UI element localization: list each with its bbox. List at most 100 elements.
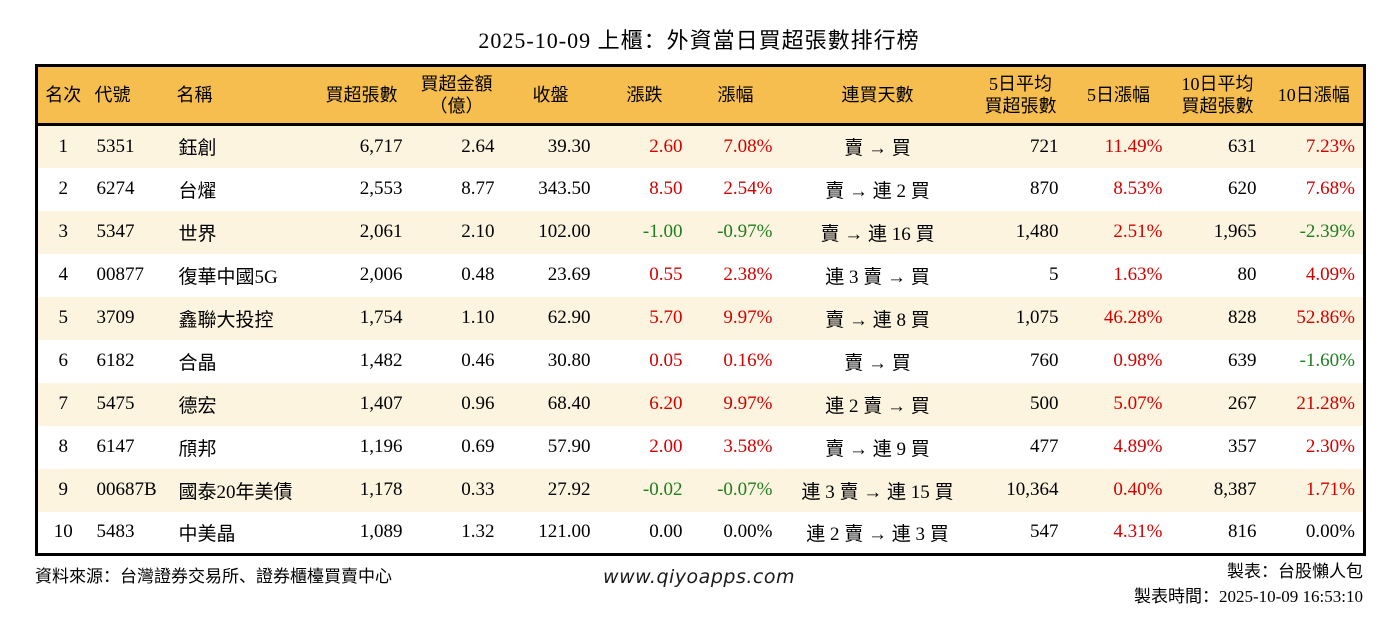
cell-net_buy: 1,754 [359,307,403,328]
table-row: 2 6274 台燿 2,553 8.77 343.50 8.50 2.54% 賣 → 連 2 買… [36,167,1365,211]
cell-amount: 0.96 [461,393,495,414]
cell-streak: 連 2 賣 → 連 3 買 [806,523,949,545]
cell-streak: 賣 → 連 9 買 [825,438,930,460]
col-header-pct5: 5日漲幅 [1066,65,1171,126]
cell-code: 6274 [96,178,135,199]
cell-avg5: 1,075 [1015,307,1059,328]
cell-change_pct: 9.97% [723,307,773,328]
cell-name: 鑫聯大投控 [178,309,274,331]
cell-rank: 2 [58,178,69,199]
cell-name: 世界 [178,223,217,245]
table-timestamp: 製表時間：2025-10-09 16:53:10 [1133,587,1363,606]
cell-avg10: 80 [1237,264,1257,285]
cell-change: 0.05 [649,350,683,371]
cell-change_pct: 0.16% [723,350,773,371]
cell-rank: 10 [53,521,73,543]
table-row: 1 5351 鈺創 6,717 2.64 39.30 2.60 7.08% 賣 → 買 721 11… [36,124,1365,168]
cell-streak: 賣 → 買 [844,138,911,160]
cell-streak: 連 3 賣 → 連 15 買 [801,481,954,503]
cell-change_pct: 2.54% [723,178,773,199]
cell-close: 102.00 [538,221,591,242]
cell-change_pct: -0.97% [717,221,773,242]
table-header-row: 名次 代號 名稱 買超張數 買超金額 （億） 收盤 漲跌 漲幅 連買天數 5日平均 買超張數 5日漲幅 1… [36,65,1365,126]
cell-change: 0.00 [649,521,683,543]
cell-change_pct: 0.00% [723,521,773,543]
cell-rank: 4 [58,264,69,285]
cell-name: 德宏 [178,395,217,417]
cell-rank: 1 [58,135,69,157]
cell-amount: 0.33 [461,479,495,500]
cell-net_buy: 1,407 [359,393,403,414]
col-header-name: 名稱 [170,65,313,126]
cell-net_buy: 2,553 [359,178,403,199]
cell-pct10: 7.68% [1305,178,1355,199]
cell-pct5: 4.89% [1113,436,1163,457]
cell-pct5: 5.07% [1113,393,1163,414]
cell-rank: 8 [58,436,69,457]
cell-avg5: 870 [1030,178,1059,199]
table-row: 7 5475 德宏 1,407 0.96 68.40 6.20 9.97% 連 2 賣 → 買 5… [36,382,1365,426]
table-row: 10 5483 中美晶 1,089 1.32 121.00 0.00 0.00% 連 2 賣 →… [36,511,1365,555]
cell-pct10: 0.00% [1305,521,1355,543]
cell-pct10: 52.86% [1296,307,1355,328]
cell-avg5: 500 [1030,393,1059,414]
cell-avg5: 760 [1030,350,1059,371]
cell-streak: 賣 → 連 8 買 [825,309,930,331]
table-row: 4 00877 復華中國5G 2,006 0.48 23.69 0.55 2.38% 連 3 賣… [36,253,1365,297]
cell-rank: 5 [58,307,69,328]
cell-rank: 6 [58,350,69,371]
cell-streak: 賣 → 連 2 買 [825,180,930,202]
page-title: 2025-10-09 上櫃：外資當日買超張數排行榜 [478,28,920,53]
cell-change: 6.20 [649,393,683,414]
cell-avg10: 631 [1228,135,1257,157]
cell-net_buy: 2,006 [359,264,403,285]
col-header-pct10: 10日漲幅 [1264,65,1365,126]
cell-amount: 2.64 [461,135,495,157]
col-header-avg10: 10日平均 買超張數 [1170,65,1265,126]
cell-change: 8.50 [649,178,683,199]
col-header-rank: 名次 [36,65,89,126]
cell-code: 00687B [96,479,157,500]
cell-code: 5475 [96,393,135,414]
cell-avg10: 620 [1228,178,1257,199]
table-row: 8 6147 頎邦 1,196 0.69 57.90 2.00 3.58% 賣 → 連 9 買 4… [36,425,1365,469]
cell-name: 國泰20年美債 [178,481,293,503]
cell-amount: 2.10 [461,221,495,242]
cell-pct10: 1.71% [1305,479,1355,500]
cell-avg10: 816 [1228,521,1257,543]
cell-avg5: 1,480 [1015,221,1059,242]
cell-name: 頎邦 [178,438,217,460]
cell-code: 3709 [96,307,135,328]
cell-avg5: 5 [1049,264,1059,285]
cell-change: 2.60 [649,135,683,157]
cell-close: 121.00 [538,521,591,543]
table-maker: 製表：台股懶人包 [1227,562,1363,581]
cell-net_buy: 1,089 [359,521,403,543]
cell-name: 鈺創 [178,138,217,160]
cell-code: 6182 [96,350,135,371]
cell-streak: 連 2 賣 → 買 [825,395,930,417]
cell-streak: 賣 → 連 16 買 [820,223,935,245]
website-url: www.qiyoapps.com [603,566,795,588]
cell-rank: 3 [58,221,69,242]
cell-change: -1.00 [642,221,683,242]
cell-amount: 0.48 [461,264,495,285]
table-row: 9 00687B 國泰20年美債 1,178 0.33 27.92 -0.02 -0.07% 連… [36,468,1365,512]
cell-pct5: 4.31% [1113,521,1163,543]
cell-close: 23.69 [547,264,591,285]
cell-code: 6147 [96,436,135,457]
cell-avg10: 1,965 [1213,221,1257,242]
table-body: 1 5351 鈺創 6,717 2.64 39.30 2.60 7.08% 賣 → 買 721 11… [36,124,1365,555]
cell-avg10: 357 [1228,436,1257,457]
col-header-change_pct: 漲幅 [690,65,781,126]
cell-net_buy: 1,196 [359,436,403,457]
cell-amount: 0.46 [461,350,495,371]
cell-avg10: 267 [1228,393,1257,414]
cell-pct5: 2.51% [1113,221,1163,242]
cell-amount: 1.32 [461,521,495,543]
cell-close: 39.30 [547,135,591,157]
cell-net_buy: 1,482 [359,350,403,371]
cell-change: -0.02 [642,479,683,500]
cell-pct10: -2.39% [1299,221,1355,242]
table-row: 6 6182 合晶 1,482 0.46 30.80 0.05 0.16% 賣 → 買 760 0.… [36,339,1365,383]
